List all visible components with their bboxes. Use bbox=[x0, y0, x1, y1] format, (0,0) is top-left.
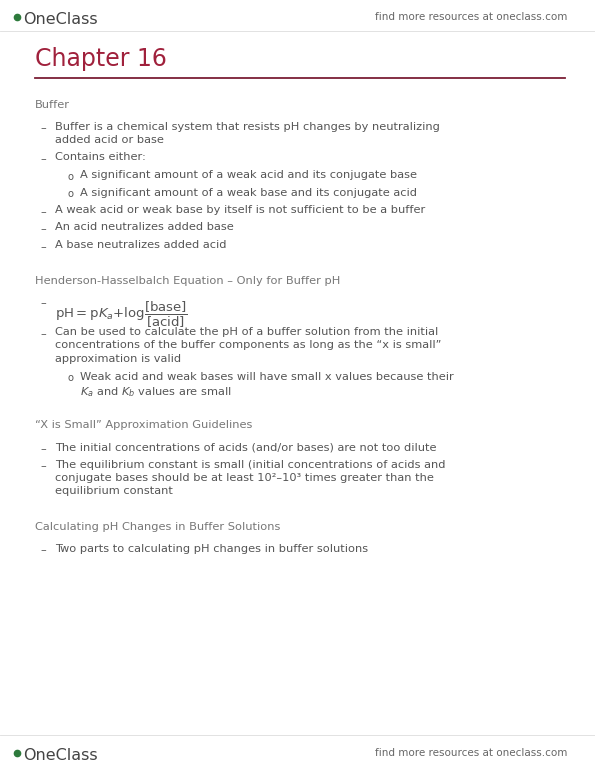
Text: o: o bbox=[68, 373, 74, 383]
Text: Contains either:: Contains either: bbox=[55, 152, 146, 162]
Text: Henderson-Hasselbalch Equation – Only for Buffer pH: Henderson-Hasselbalch Equation – Only fo… bbox=[35, 276, 340, 286]
Text: equilibrium constant: equilibrium constant bbox=[55, 487, 173, 497]
Text: approximation is valid: approximation is valid bbox=[55, 354, 181, 364]
Text: –: – bbox=[40, 207, 46, 216]
Text: concentrations of the buffer components as long as the “x is small”: concentrations of the buffer components … bbox=[55, 340, 441, 350]
Text: A weak acid or weak base by itself is not sufficient to be a buffer: A weak acid or weak base by itself is no… bbox=[55, 205, 425, 215]
Text: The initial concentrations of acids (and/or bases) are not too dilute: The initial concentrations of acids (and… bbox=[55, 442, 437, 452]
Text: Buffer is a chemical system that resists pH changes by neutralizing: Buffer is a chemical system that resists… bbox=[55, 122, 440, 132]
Text: Weak acid and weak bases will have small x values because their: Weak acid and weak bases will have small… bbox=[80, 371, 454, 381]
Text: An acid neutralizes added base: An acid neutralizes added base bbox=[55, 223, 234, 233]
Text: find more resources at oneclass.com: find more resources at oneclass.com bbox=[375, 12, 567, 22]
Text: The equilibrium constant is small (initial concentrations of acids and: The equilibrium constant is small (initi… bbox=[55, 460, 446, 470]
Text: $K_a$ and $K_b$ values are small: $K_a$ and $K_b$ values are small bbox=[80, 385, 232, 399]
Text: conjugate bases should be at least 10²–10³ times greater than the: conjugate bases should be at least 10²–1… bbox=[55, 473, 434, 483]
Text: $\mathrm{pH = p}K_a\mathrm{ + log}\dfrac{\mathrm{[base]}}{\mathrm{[acid]}}$: $\mathrm{pH = p}K_a\mathrm{ + log}\dfrac… bbox=[55, 300, 188, 330]
Text: OneClass: OneClass bbox=[23, 12, 98, 27]
Text: –: – bbox=[40, 329, 46, 339]
Text: –: – bbox=[40, 298, 46, 308]
Text: –: – bbox=[40, 123, 46, 133]
Text: added acid or base: added acid or base bbox=[55, 135, 164, 145]
Text: Two parts to calculating pH changes in buffer solutions: Two parts to calculating pH changes in b… bbox=[55, 544, 368, 554]
Text: A significant amount of a weak acid and its conjugate base: A significant amount of a weak acid and … bbox=[80, 170, 417, 180]
Text: o: o bbox=[68, 172, 74, 182]
Text: find more resources at oneclass.com: find more resources at oneclass.com bbox=[375, 748, 567, 758]
Text: –: – bbox=[40, 545, 46, 555]
Text: Can be used to calculate the pH of a buffer solution from the initial: Can be used to calculate the pH of a buf… bbox=[55, 327, 439, 337]
Text: –: – bbox=[40, 224, 46, 234]
Text: “X is Small” Approximation Guidelines: “X is Small” Approximation Guidelines bbox=[35, 420, 252, 430]
Text: A significant amount of a weak base and its conjugate acid: A significant amount of a weak base and … bbox=[80, 188, 417, 197]
Text: Chapter 16: Chapter 16 bbox=[35, 47, 167, 71]
Text: –: – bbox=[40, 242, 46, 252]
Text: –: – bbox=[40, 444, 46, 454]
Text: o: o bbox=[68, 189, 74, 199]
Text: A base neutralizes added acid: A base neutralizes added acid bbox=[55, 240, 227, 250]
Text: Calculating pH Changes in Buffer Solutions: Calculating pH Changes in Buffer Solutio… bbox=[35, 522, 280, 532]
Text: –: – bbox=[40, 154, 46, 164]
Text: OneClass: OneClass bbox=[23, 748, 98, 763]
Text: Buffer: Buffer bbox=[35, 100, 70, 110]
Text: –: – bbox=[40, 461, 46, 471]
